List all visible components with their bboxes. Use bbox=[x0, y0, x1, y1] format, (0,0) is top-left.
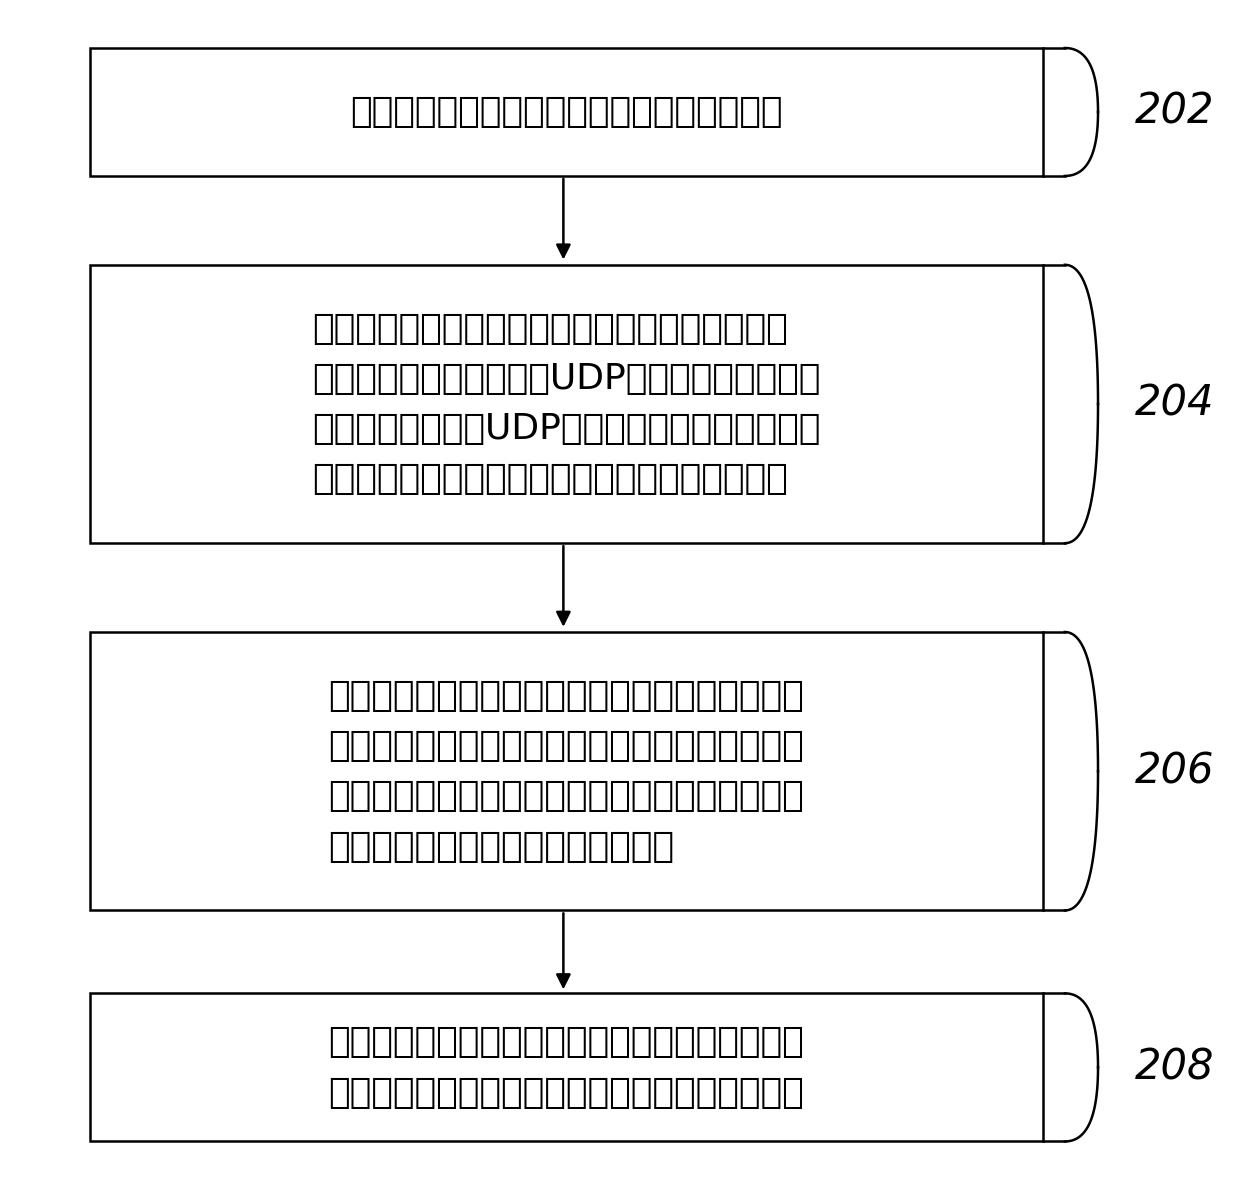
FancyBboxPatch shape bbox=[91, 265, 1043, 543]
Text: 202: 202 bbox=[1135, 91, 1214, 132]
Text: 204: 204 bbox=[1135, 383, 1214, 425]
Text: 以可调节的宽带速率向互联网协议地址对应的用户
终端发送用户数据报协议UDP报文，其中，可调节
的宽带速率对应的UDP报文用于使与待检测对象标
识所对应的目标网络: 以可调节的宽带速率向互联网协议地址对应的用户 终端发送用户数据报协议UDP报文，… bbox=[312, 311, 821, 496]
Text: 当检测到链路从第一网络状态变化为第二网络状态
时，获取链路处于可用状态时对应的最大宽带速率
，第一网络状态和第二网络状态中的其中一个为网
络可用状态，另一个为网: 当检测到链路从第一网络状态变化为第二网络状态 时，获取链路处于可用状态时对应的最… bbox=[329, 679, 805, 864]
Text: 206: 206 bbox=[1135, 750, 1214, 792]
FancyBboxPatch shape bbox=[91, 632, 1043, 910]
FancyBboxPatch shape bbox=[91, 994, 1043, 1142]
FancyBboxPatch shape bbox=[91, 48, 1043, 175]
Text: 根据链路处于网络可用状态时对应的最大宽带速率
处理得到与目标网络设备之间的链路最大可用带宽: 根据链路处于网络可用状态时对应的最大宽带速率 处理得到与目标网络设备之间的链路最… bbox=[329, 1025, 805, 1109]
Text: 获取与待检测对象标识对应的互联网协议地址: 获取与待检测对象标识对应的互联网协议地址 bbox=[350, 95, 782, 129]
Text: 208: 208 bbox=[1135, 1046, 1214, 1088]
